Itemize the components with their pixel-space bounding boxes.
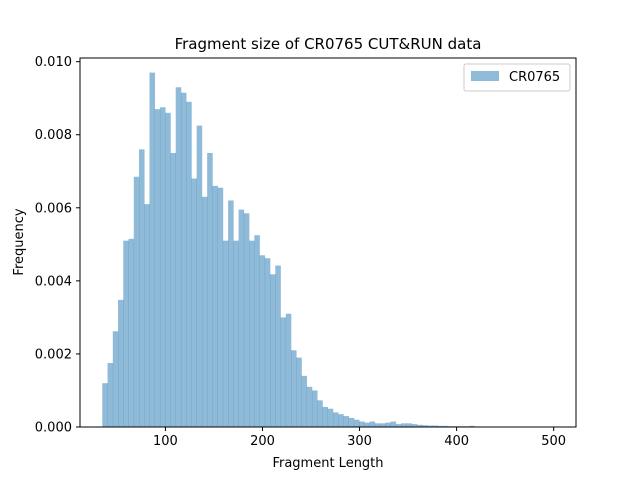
histogram-bar [406, 423, 412, 427]
histogram-bar [201, 196, 208, 427]
histogram-bars [102, 72, 564, 428]
histogram-bar [191, 178, 197, 427]
histogram-bar [154, 109, 161, 428]
histogram-bar [322, 406, 329, 427]
histogram-bar [374, 423, 381, 427]
plot-frame [79, 57, 577, 428]
histogram-bar [243, 213, 250, 427]
histogram-bar [275, 265, 281, 427]
histogram-bar [264, 258, 271, 427]
histogram-bar [380, 423, 386, 427]
legend: CR0765 [463, 63, 571, 92]
histogram-bar [107, 363, 114, 427]
histogram-bar [180, 92, 187, 428]
histogram-bar [139, 149, 145, 427]
histogram-bar [443, 425, 449, 427]
y-axis: 0.000 0.002 0.004 0.006 0.008 0.010 [35, 55, 80, 436]
histogram-bar [285, 313, 292, 427]
legend-frame [463, 63, 571, 92]
histogram-bar [228, 200, 234, 427]
histogram-bar [149, 72, 156, 428]
y-tick-label: 0.000 [35, 421, 72, 436]
x-tick-label: 200 [250, 434, 275, 449]
histogram-bar [175, 87, 182, 427]
histogram-bar [332, 412, 339, 427]
histogram-bar [327, 408, 334, 427]
histogram-bar [296, 357, 302, 427]
histogram-bar [369, 421, 376, 427]
histogram-bar [390, 421, 397, 427]
histogram-bar [301, 375, 308, 427]
y-tick-label: 0.010 [35, 55, 72, 70]
y-axis-title: Frequency [12, 208, 27, 275]
histogram-bar [159, 107, 166, 427]
histogram-bar [359, 421, 365, 427]
histogram-bar [422, 425, 428, 427]
histogram-bar [212, 185, 218, 427]
chart-title: Fragment size of CR0765 CUT&RUN data [175, 35, 482, 53]
histogram-bar [196, 125, 203, 427]
histogram-bar [395, 424, 402, 427]
x-axis-title: Fragment Length [272, 456, 383, 471]
y-tick-label: 0.002 [35, 347, 72, 362]
histogram-bar [102, 383, 108, 427]
y-tick-label: 0.004 [35, 274, 72, 289]
y-tick-label: 0.006 [35, 201, 72, 216]
histogram-bar [416, 424, 423, 427]
x-tick-label: 300 [347, 434, 372, 449]
histogram-bar [254, 235, 260, 427]
x-tick-label: 400 [444, 434, 469, 449]
histogram-bar [306, 386, 313, 427]
y-tick-label: 0.008 [35, 128, 72, 143]
histogram-bar [165, 112, 171, 428]
histogram-bar [118, 299, 124, 427]
x-tick-label: 500 [541, 434, 566, 449]
histogram-bar [432, 425, 439, 427]
histogram-bar [291, 350, 297, 427]
histogram-bar [144, 204, 150, 427]
histogram-bar [186, 101, 192, 427]
histogram-bar [133, 176, 140, 427]
histogram-bar [280, 317, 287, 427]
histogram-bar [317, 400, 323, 427]
legend-label: CR0765 [509, 70, 560, 85]
histogram-bar [222, 240, 229, 427]
histogram-bar [112, 331, 119, 427]
histogram-bar [348, 417, 355, 427]
histogram-bar [128, 238, 135, 427]
histogram-bar [437, 425, 444, 427]
histogram-bar [233, 240, 239, 427]
histogram-bar [238, 209, 245, 427]
histogram-bar [338, 414, 344, 427]
legend-swatch [471, 71, 499, 81]
histogram-bar [353, 419, 360, 427]
histogram-bar [207, 152, 213, 428]
histogram-bar [249, 240, 255, 427]
histogram-bar [311, 390, 318, 427]
x-tick-label: 100 [153, 434, 178, 449]
x-axis: 100 200 300 400 500 [153, 427, 566, 449]
histogram-bar [123, 240, 129, 427]
histogram-bar [217, 187, 224, 427]
histogram-bar [170, 152, 176, 428]
histogram-bar [401, 423, 407, 427]
histogram-bar [469, 425, 475, 427]
histogram-bar [385, 422, 391, 427]
histogram-bar [270, 274, 276, 427]
histogram-bar [427, 425, 433, 427]
histogram-bar [259, 255, 266, 427]
histogram-bar [343, 416, 349, 427]
histogram-bar [364, 422, 370, 427]
histogram-bar [411, 424, 418, 427]
